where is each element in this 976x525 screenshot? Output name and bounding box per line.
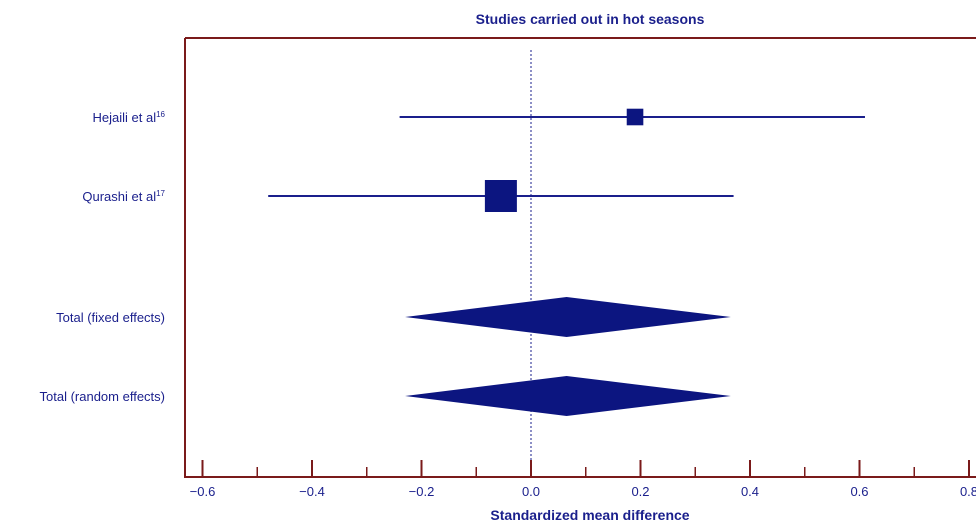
- study-row: Qurashi et al17: [82, 180, 734, 212]
- total-row: Total (random effects): [40, 376, 731, 416]
- study-rows: Hejaili et al16 Qurashi et al17: [82, 108, 865, 212]
- study-label: Qurashi et al17: [82, 189, 165, 204]
- tick-label: −0.4: [299, 484, 325, 499]
- pooled-effect-diamond: [405, 376, 731, 416]
- effect-size-marker: [626, 108, 644, 126]
- tick-label: 0.6: [850, 484, 868, 499]
- study-label: Hejaili et al16: [93, 110, 166, 125]
- tick-label: 0.0: [522, 484, 540, 499]
- total-label: Total (fixed effects): [56, 310, 165, 325]
- pooled-effect-diamond: [405, 297, 731, 337]
- effect-size-marker: [484, 180, 517, 212]
- total-row: Total (fixed effects): [56, 297, 731, 337]
- study-row: Hejaili et al16: [93, 108, 865, 126]
- tick-label: −0.2: [409, 484, 435, 499]
- x-axis-ticks: [201, 460, 970, 477]
- chart-title: Studies carried out in hot seasons: [476, 11, 705, 27]
- total-rows: Total (fixed effects) Total (random effec…: [40, 297, 731, 416]
- x-axis-label: Standardized mean difference: [490, 507, 689, 523]
- x-axis-tick-labels: −0.6 −0.4 −0.2 0.0 0.2 0.4 0.6 0.8: [190, 484, 976, 499]
- tick-label: −0.6: [190, 484, 216, 499]
- tick-label: 0.4: [741, 484, 759, 499]
- plot-frame: [184, 37, 976, 478]
- tick-label: 0.8: [960, 484, 976, 499]
- total-label: Total (random effects): [40, 389, 165, 404]
- tick-label: 0.2: [631, 484, 649, 499]
